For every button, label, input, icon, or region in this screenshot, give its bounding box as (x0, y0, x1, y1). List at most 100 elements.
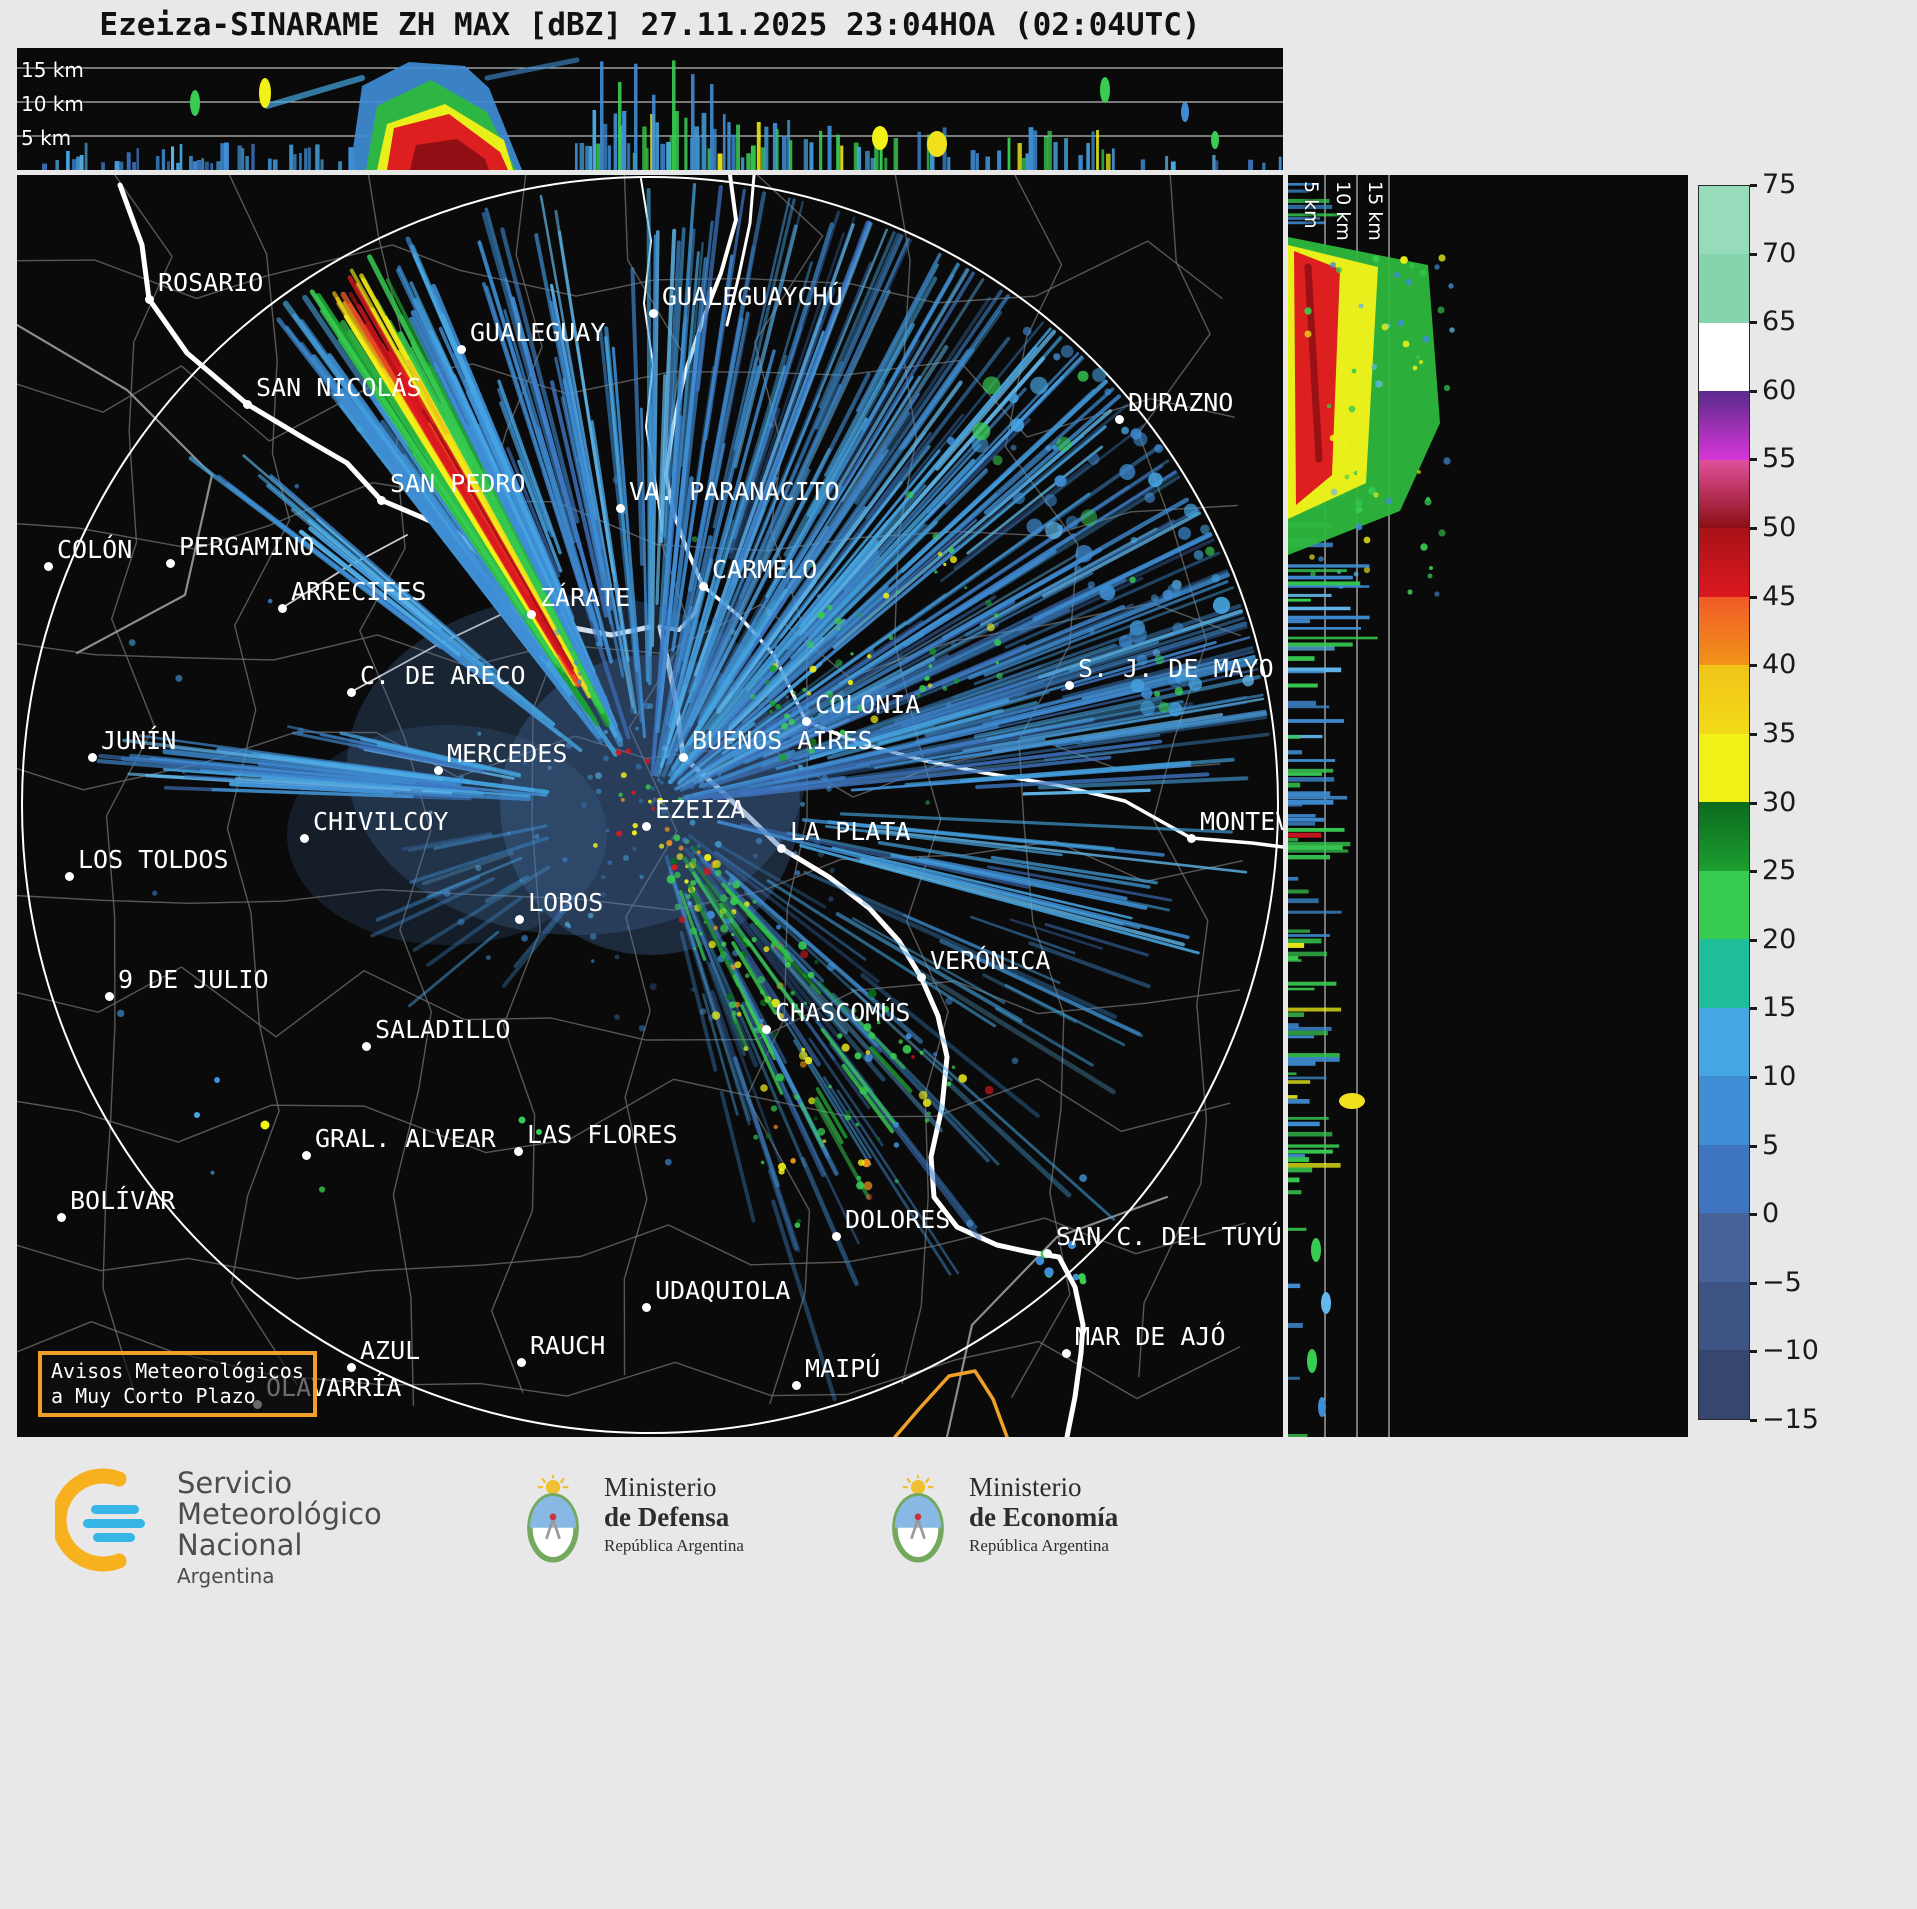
city-marker-dot (145, 295, 154, 304)
city-label: BOLÍVAR (70, 1186, 176, 1215)
altitude-label: 10 km (21, 92, 84, 116)
range-ring (21, 176, 1279, 1434)
city-marker-dot (347, 1363, 356, 1372)
city-marker-dot (105, 992, 114, 1001)
colorbar-tick-mark (1750, 527, 1757, 531)
smn-name-line1: Servicio (177, 1466, 293, 1500)
colorbar-segment (1699, 596, 1749, 666)
smn-logo-icon (55, 1468, 145, 1572)
colorbar-tick-label: 60 (1762, 374, 1797, 406)
colorbar-tick-label: 20 (1762, 923, 1797, 955)
colorbar-tick-label: 55 (1762, 443, 1797, 475)
city-label: LAS FLORES (527, 1120, 678, 1149)
city-marker-dot (802, 717, 811, 726)
city-label: EZEIZA (655, 795, 746, 824)
colorbar-tick-mark (1750, 184, 1757, 187)
city-marker-dot (616, 504, 625, 513)
colorbar-segment (1699, 1281, 1749, 1351)
colorbar-segment (1699, 802, 1749, 871)
colorbar-tick-mark (1750, 252, 1757, 256)
yz-echo-canvas (1288, 175, 1455, 1437)
smn-name-line3: Nacional (177, 1528, 303, 1562)
colorbar-tick-label: 5 (1762, 1129, 1780, 1161)
xz-echo-canvas (17, 57, 1283, 170)
city-marker-dot (642, 822, 651, 831)
warning-polygon (893, 1369, 1009, 1437)
city-label: DOLORES (845, 1205, 951, 1234)
city-label: DURAZNO (1128, 388, 1234, 417)
city-marker-dot (792, 1381, 801, 1390)
city-label: CHIVILCOY (313, 807, 449, 836)
colorbar-tick-mark (1750, 321, 1757, 325)
colorbar-tick-label: 10 (1762, 1060, 1797, 1092)
colorbar-tick-label: −10 (1762, 1335, 1819, 1367)
city-label: VA. PARANACITO (629, 477, 840, 506)
economia-ministry: Ministerio (969, 1472, 1082, 1502)
radar-echoes (96, 183, 1270, 1402)
defensa-dept: de Defensa (604, 1502, 730, 1532)
economia-country: República Argentina (969, 1536, 1109, 1555)
colorbar-segment (1699, 1144, 1749, 1214)
colorbar-tick-mark (1750, 938, 1757, 942)
city-marker-dot (515, 915, 524, 924)
colorbar-segment (1699, 322, 1749, 392)
city-label: SAN PEDRO (390, 469, 526, 498)
city-marker-dot (679, 753, 688, 762)
city-label: ROSARIO (158, 268, 264, 297)
city-marker-dot (777, 844, 786, 853)
city-label: GRAL. ALVEAR (315, 1124, 496, 1153)
colorbar (1698, 185, 1750, 1420)
colorbar-segment (1699, 870, 1749, 940)
city-label: PERGAMINO (179, 532, 315, 561)
colorbar-segment (1699, 391, 1749, 460)
colorbar-tick-label: 30 (1762, 786, 1797, 818)
colorbar-tick-mark (1750, 664, 1757, 668)
city-marker-dot (1043, 1249, 1052, 1258)
city-marker-dot (300, 834, 309, 843)
city-marker-dot (278, 604, 287, 613)
city-marker-dot (166, 559, 175, 568)
colorbar-tick-mark (1750, 1419, 1757, 1422)
colorbar-tick-mark (1750, 595, 1757, 599)
city-marker-dot (699, 582, 708, 591)
city-label: LOBOS (528, 888, 604, 917)
city-marker-dot (57, 1213, 66, 1222)
city-marker-dot (377, 496, 386, 505)
city-label: MONTEVIDEO (1200, 807, 1283, 836)
city-label: 9 DE JULIO (118, 965, 269, 994)
argentina-coat-of-arms-icon (892, 1475, 944, 1563)
colorbar-segment (1699, 1007, 1749, 1077)
city-label: GUALEGUAYCHÚ (662, 282, 843, 311)
product-title: Ezeiza-SINARAME ZH MAX [dBZ] 27.11.2025 … (99, 7, 1201, 43)
city-label: LOS TOLDOS (78, 845, 229, 874)
colorbar-segment (1699, 1213, 1749, 1282)
altitude-label: 15 km (1364, 181, 1386, 241)
city-marker-dot (88, 753, 97, 762)
warning-box: Avisos Meteorológicos a Muy Corto Plazo (38, 1351, 317, 1417)
colorbar-tick-mark (1750, 1213, 1757, 1217)
city-marker-dot (762, 1025, 771, 1034)
city-marker-dot (649, 309, 658, 318)
ppi-echo-canvas (17, 175, 1283, 1437)
city-label: BUENOS AIRES (692, 726, 873, 755)
city-layer: ROSARIO GUALEGUAYCHÚ GUALEGUAY SAN NICOLÁS D… (17, 175, 1283, 1437)
colorbar-tick-mark (1750, 1144, 1757, 1148)
colorbar-segment (1699, 459, 1749, 529)
colorbar-segment (1699, 528, 1749, 597)
colorbar-segment (1699, 186, 1749, 255)
city-marker-dot (362, 1042, 371, 1051)
smn-logo-block: Servicio Meteorológico Nacional Argentin… (55, 1468, 382, 1588)
colorbar-tick-mark (1750, 389, 1757, 393)
smn-name-line2: Meteorológico (177, 1497, 382, 1531)
defensa-logo-block: Ministerio de Defensa República Argentin… (520, 1472, 744, 1566)
city-label: ARRECIFES (291, 577, 427, 606)
city-marker-dot (917, 973, 926, 982)
colorbar-segment (1699, 1076, 1749, 1145)
city-label: COLONIA (815, 690, 921, 719)
colorbar-tick-label: 40 (1762, 649, 1797, 681)
city-marker-dot (1062, 1349, 1071, 1358)
colorbar-tick-mark (1750, 1075, 1757, 1079)
colorbar-tick-label: 35 (1762, 717, 1797, 749)
city-marker-dot (44, 562, 53, 571)
